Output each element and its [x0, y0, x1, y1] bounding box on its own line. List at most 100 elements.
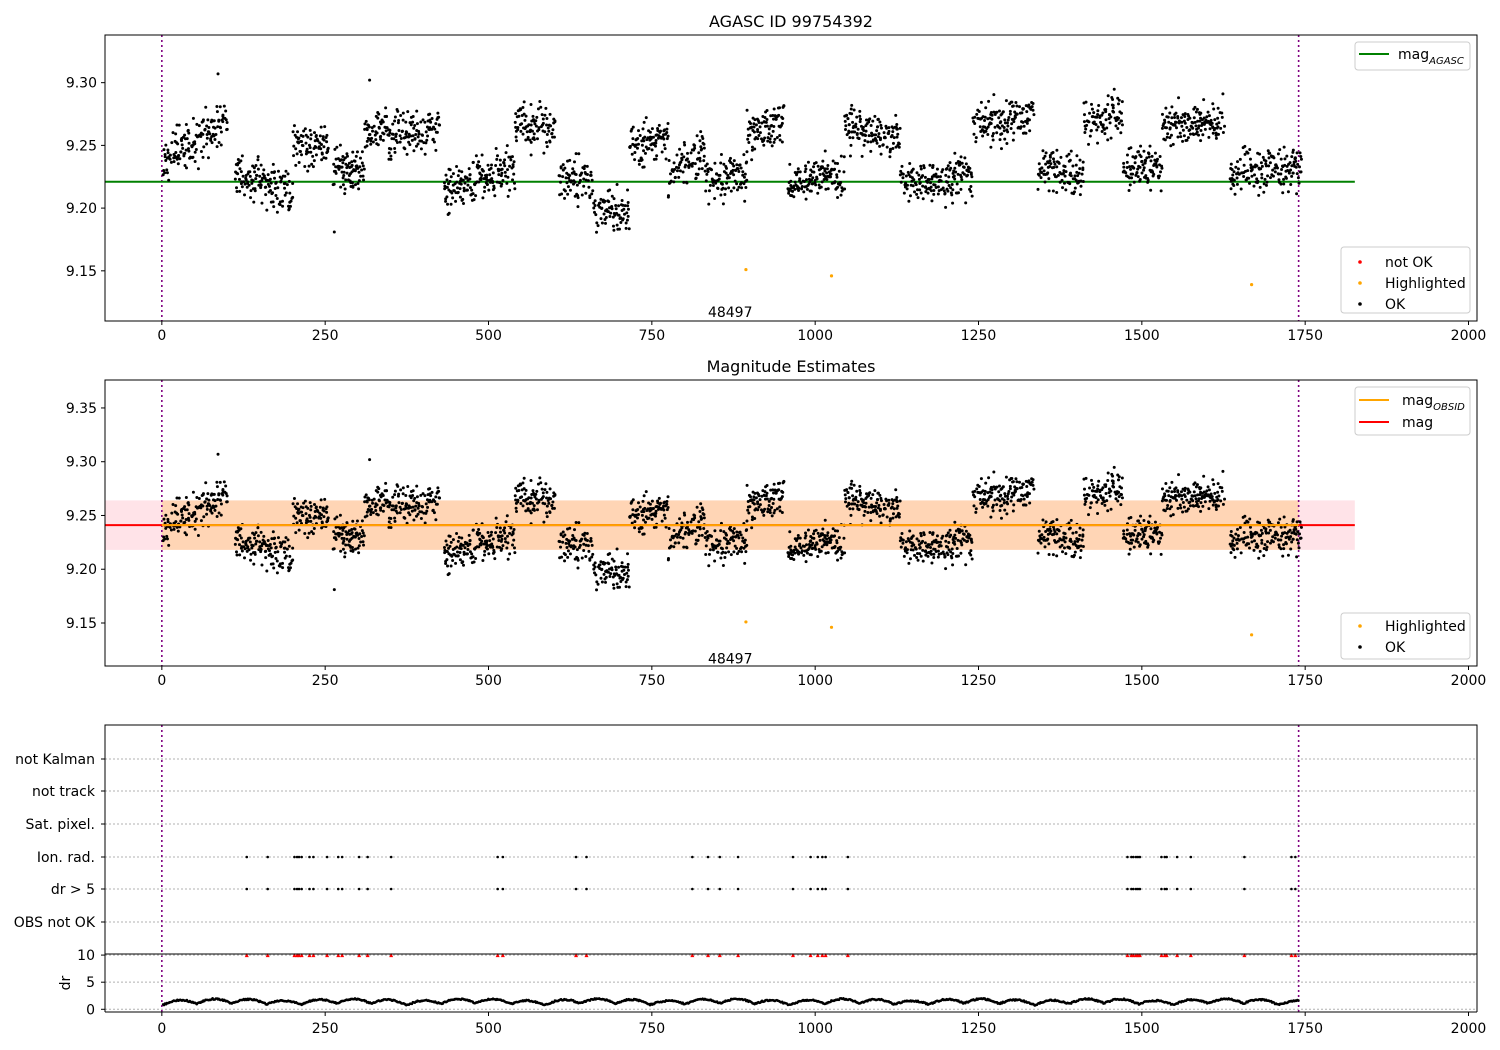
ok-point	[1027, 103, 1031, 107]
ok-point	[1106, 509, 1110, 513]
ok-point	[763, 507, 767, 511]
ok-point	[744, 550, 748, 554]
ok-point	[480, 153, 484, 157]
ok-point	[823, 518, 827, 522]
ok-point	[765, 108, 769, 112]
ok-point	[760, 121, 764, 125]
ok-point	[679, 160, 683, 164]
ok-point	[436, 486, 440, 490]
ok-point	[217, 141, 221, 145]
ok-point	[943, 191, 947, 195]
ok-point	[256, 155, 260, 159]
ok-point	[1076, 174, 1080, 178]
ok-point	[407, 140, 411, 144]
ok-point	[725, 166, 729, 170]
ok-point	[1180, 124, 1184, 128]
ok-point	[582, 177, 586, 181]
ok-point	[972, 132, 976, 136]
ok-point	[662, 508, 666, 512]
ok-point	[637, 501, 641, 505]
ok-point	[370, 507, 374, 511]
ok-point	[990, 491, 994, 495]
ok-point	[458, 195, 462, 199]
ok-point	[1143, 161, 1147, 165]
ok-point	[500, 182, 504, 186]
ok-point	[259, 530, 263, 534]
ok-point	[1122, 161, 1126, 165]
ok-point	[286, 172, 290, 176]
ok-point	[654, 157, 658, 161]
ok-point	[281, 199, 285, 203]
ok-point	[1237, 172, 1241, 176]
ok-point	[1000, 504, 1004, 508]
ok-point	[506, 168, 510, 172]
ok-point	[545, 132, 549, 136]
ok-point	[1153, 520, 1157, 524]
ok-point	[1044, 520, 1048, 524]
ok-point	[1087, 142, 1091, 146]
ok-point	[974, 507, 978, 511]
ok-point	[477, 180, 481, 184]
ok-point	[335, 145, 339, 149]
ok-point	[404, 494, 408, 498]
ok-point	[630, 152, 634, 156]
ok-point	[307, 164, 311, 168]
ok-point	[431, 137, 435, 141]
ok-point	[523, 118, 527, 122]
ok-point	[456, 539, 460, 543]
ok-point	[454, 561, 458, 565]
ok-point	[904, 181, 908, 185]
ok-point	[501, 544, 505, 548]
ok-point	[1014, 101, 1018, 105]
ok-point	[669, 544, 673, 548]
ok-point	[371, 140, 375, 144]
ok-point	[1046, 537, 1050, 541]
ok-point	[793, 180, 797, 184]
ok-point	[1198, 119, 1202, 123]
ok-point	[451, 538, 455, 542]
ok-point	[1069, 174, 1073, 178]
ok-point	[621, 217, 625, 221]
ok-point	[411, 120, 415, 124]
ok-point	[885, 145, 889, 149]
ok-point	[320, 143, 324, 147]
ok-point	[745, 178, 749, 182]
ok-point	[444, 173, 448, 177]
ok-point	[1211, 131, 1215, 135]
ok-point	[673, 541, 677, 545]
ok-point	[425, 138, 429, 142]
ok-point	[582, 548, 586, 552]
ok-point	[213, 508, 217, 512]
ok-point	[584, 554, 588, 558]
ok-point	[253, 536, 257, 540]
ok-point	[707, 552, 711, 556]
ok-point	[778, 505, 782, 509]
ok-point	[520, 122, 524, 126]
ok-point	[421, 133, 425, 137]
ok-point	[1160, 112, 1164, 116]
ok-point	[617, 213, 621, 217]
ok-point	[1186, 136, 1190, 140]
ok-point	[456, 554, 460, 558]
ok-point	[424, 502, 428, 506]
ok-point	[754, 496, 758, 500]
ok-point	[566, 549, 570, 553]
highlighted-point	[744, 267, 748, 272]
ok-point	[863, 509, 867, 513]
ok-point	[635, 146, 639, 150]
ok-point	[932, 552, 936, 556]
ok-point	[343, 555, 347, 559]
ok-point	[928, 530, 932, 534]
ok-point	[585, 538, 589, 542]
ok-point	[314, 145, 318, 149]
ok-point	[644, 145, 648, 149]
ok-point	[268, 188, 272, 192]
ok-point	[1248, 147, 1252, 151]
ok-point	[1120, 119, 1124, 123]
ok-point	[311, 165, 315, 169]
ok-point	[1221, 502, 1225, 506]
ok-point	[521, 481, 525, 485]
ok-point	[858, 117, 862, 121]
ok-point	[360, 150, 364, 154]
ok-point	[531, 489, 535, 493]
